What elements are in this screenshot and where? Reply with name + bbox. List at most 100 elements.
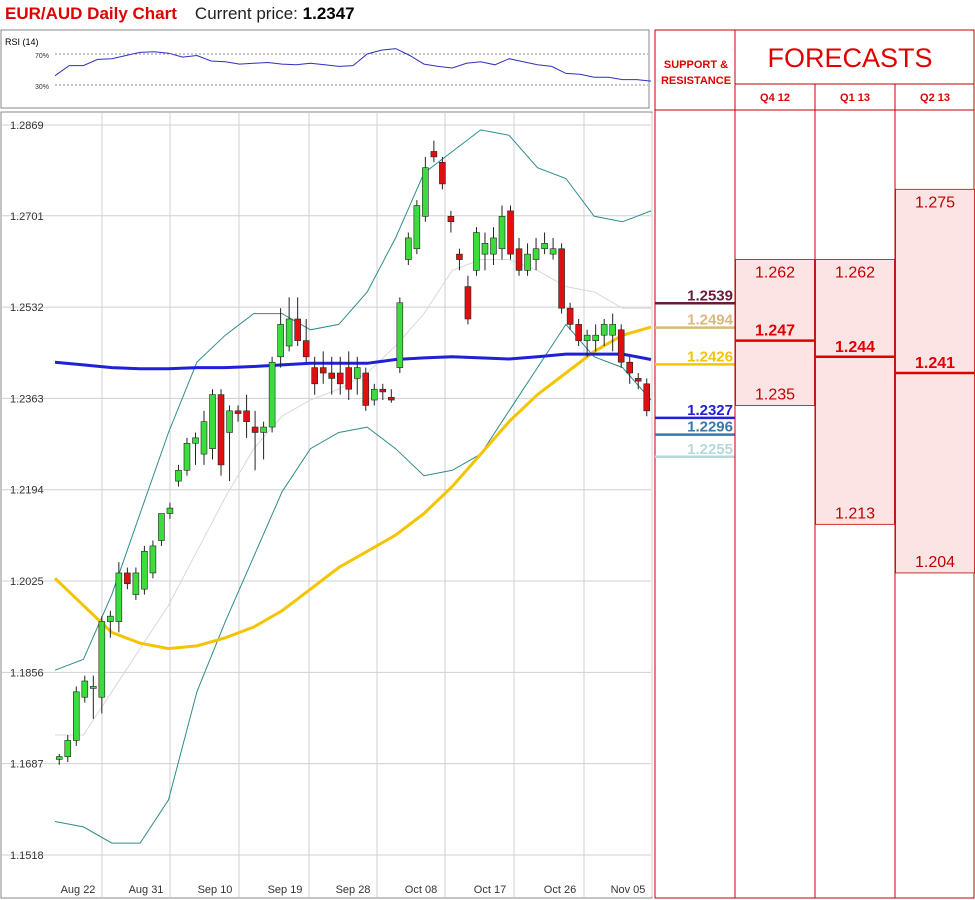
forecast-low-label: 1.204	[915, 554, 955, 571]
candle-body	[73, 691, 80, 741]
y-tick-label: 1.2869	[10, 120, 44, 132]
candle-body	[643, 383, 651, 412]
candle-body	[115, 572, 123, 622]
candle-body	[200, 421, 208, 455]
candle-body	[532, 248, 540, 260]
y-tick-label: 1.2532	[10, 302, 44, 314]
candle-body	[209, 394, 216, 449]
y-tick-label: 1.2701	[10, 211, 44, 223]
x-tick-label: Aug 31	[129, 884, 164, 896]
candle-body	[490, 237, 497, 255]
moving-average-yellow	[53, 325, 652, 651]
level-label: 1.2494	[687, 312, 734, 329]
level-label: 1.2426	[687, 348, 733, 365]
price-value: 1.2347	[302, 4, 355, 23]
forecast-mid-label: 1.244	[835, 339, 875, 356]
candle-body	[81, 680, 89, 698]
candle-body	[600, 324, 608, 336]
chart-title: EUR/AUD Daily Chart	[5, 4, 177, 23]
y-tick-label: 1.2194	[10, 485, 44, 497]
candle-body	[234, 410, 242, 414]
candle-body	[226, 410, 233, 433]
forecast-mid-label: 1.247	[755, 323, 795, 340]
rsi-lower-label: 30%	[35, 84, 49, 91]
forecast-title: FORECASTS	[767, 43, 932, 73]
moving-average-blue	[54, 352, 652, 371]
candle-body	[175, 469, 182, 482]
candle-body	[498, 216, 506, 250]
candle-body	[132, 572, 140, 595]
candle-body	[566, 307, 574, 325]
candle-body	[464, 286, 472, 320]
candle-body	[64, 740, 72, 757]
candle-body	[149, 545, 157, 574]
forecast-high-label: 1.262	[755, 265, 795, 282]
forecast-high-label: 1.262	[835, 265, 875, 282]
x-tick-label: Nov 05	[611, 884, 646, 896]
candle-body	[243, 410, 250, 422]
candle-body	[90, 686, 97, 689]
price-panel: 1.2869 1.2701 1.2532 1.2363 1.2194 1.2025 1.18…	[0, 111, 653, 899]
candle-body	[592, 334, 599, 341]
candle-body	[541, 243, 548, 250]
level-label: 1.2539	[687, 287, 733, 304]
candle-body	[345, 367, 353, 390]
candle-body	[634, 378, 642, 382]
candle-body	[251, 426, 259, 433]
candle-body	[183, 442, 191, 471]
rsi-label: RSI (14)	[5, 37, 39, 47]
candle-body	[456, 253, 463, 260]
candle-body	[447, 216, 455, 223]
x-tick-label: Oct 08	[405, 884, 437, 896]
candle-body	[371, 388, 378, 401]
candle-body	[294, 318, 301, 341]
candle-body	[328, 372, 335, 379]
candle-body	[388, 397, 395, 401]
support-resistance-panel: SUPPORT & RESISTANCE 1.2539 1.2494 1.2426 1…	[654, 29, 736, 899]
y-tick-label: 1.2363	[10, 393, 44, 405]
candle-body	[141, 551, 148, 590]
candle-body	[98, 621, 106, 698]
price-label: Current price:	[194, 4, 298, 23]
candle-body	[353, 367, 361, 379]
x-tick-label: Oct 17	[474, 884, 506, 896]
candle-body	[609, 324, 616, 336]
level-label: 1.2296	[687, 419, 733, 436]
candle-body	[217, 394, 225, 466]
level-label: 1.2255	[687, 441, 733, 458]
y-tick-label: 1.1687	[10, 759, 44, 771]
candle-body	[55, 756, 63, 760]
rsi-upper-label: 70%	[35, 53, 49, 60]
candle-body	[575, 324, 582, 341]
forecast-low-label: 1.235	[755, 386, 795, 403]
candle-body	[617, 329, 625, 363]
forecast-column-label: Q4 12	[760, 92, 790, 104]
candle-body	[107, 615, 114, 622]
candle-body	[166, 507, 174, 514]
forecast-column-label: Q1 13	[840, 92, 870, 104]
candle-body	[362, 372, 370, 406]
rsi-line	[54, 48, 652, 82]
candle-body	[422, 167, 429, 217]
candle-body	[268, 361, 276, 428]
forecast-mid-label: 1.241	[915, 355, 955, 372]
y-tick-label: 1.2025	[10, 576, 44, 588]
y-tick-label: 1.1518	[10, 850, 44, 862]
candle-body	[158, 513, 165, 541]
rsi-panel: RSI (14) 70% 30%	[0, 29, 652, 109]
bollinger-middle-line	[55, 259, 651, 736]
forecast-panel: FORECASTS Q4 12 1.262 1.247 1.235 Q1 13 1.262…	[734, 29, 975, 899]
forecast-low-label: 1.213	[835, 505, 875, 522]
candle-body	[277, 324, 284, 358]
candle-body	[524, 253, 531, 271]
candle-body	[413, 205, 421, 250]
candle-body	[473, 232, 480, 271]
candle-body	[260, 426, 267, 433]
candle-body	[439, 161, 446, 185]
candle-body	[507, 210, 514, 255]
candle-body	[379, 388, 387, 393]
forecast-range-box	[735, 259, 815, 406]
candle-body	[124, 572, 131, 585]
candle-body	[336, 372, 344, 385]
candle-body	[311, 367, 318, 385]
